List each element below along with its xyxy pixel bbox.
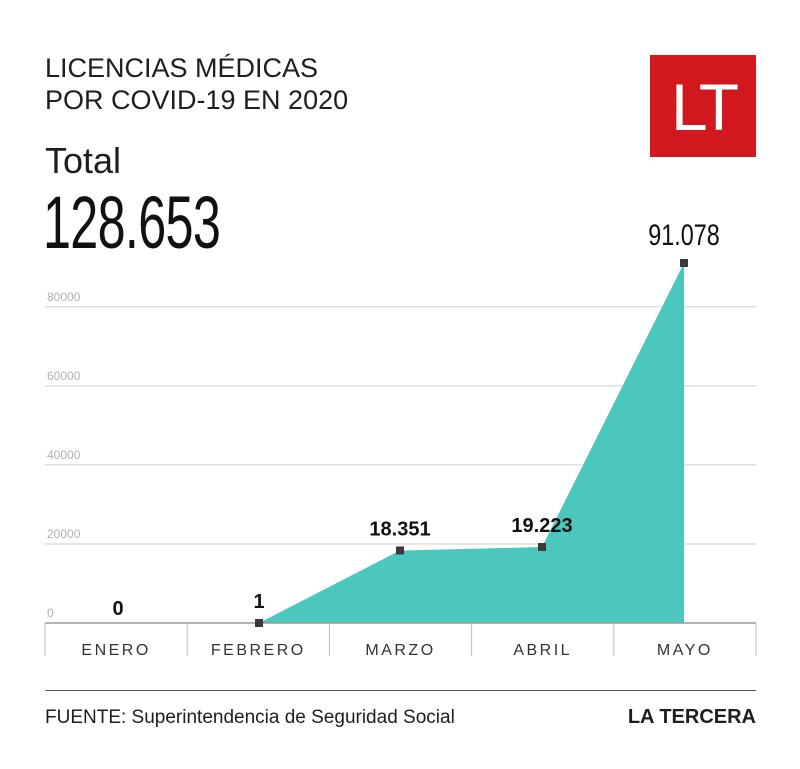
chart-title: LICENCIAS MÉDICAS POR COVID-19 EN 2020 [45, 52, 348, 116]
brand-name: LA TERCERA [627, 706, 756, 728]
total-value: 128.653 [43, 181, 221, 264]
source-note: FUENTE: Superintendencia de Seguridad So… [45, 707, 455, 728]
data-point-marker [396, 546, 404, 555]
data-label: 1 [253, 591, 264, 613]
y-tick-label: 60000 [47, 369, 81, 383]
total-label: Total [45, 140, 122, 181]
y-tick-label: 0 [47, 606, 54, 620]
y-tick-label: 80000 [47, 290, 81, 304]
title-line-1: LICENCIAS MÉDICAS [45, 53, 319, 83]
title-line-2: POR COVID-19 EN 2020 [45, 85, 349, 115]
y-tick-label: 40000 [47, 448, 81, 462]
data-label: 19.223 [511, 515, 572, 537]
data-point-marker [680, 259, 688, 267]
footer-divider [45, 690, 756, 691]
logo-text: LT [670, 70, 739, 144]
data-label: 18.351 [369, 518, 430, 540]
x-tick-label: ENERO [81, 642, 150, 659]
data-point-marker [255, 618, 263, 627]
x-tick-label: MARZO [365, 642, 435, 659]
data-label: 0 [112, 598, 123, 620]
la-tercera-logo: LT [650, 55, 756, 157]
x-tick-label: MAYO [657, 642, 713, 659]
x-tick-label: FEBRERO [211, 642, 306, 659]
data-label: 91.078 [648, 218, 720, 251]
data-point-marker [538, 543, 546, 552]
x-tick-label: ABRIL [513, 642, 572, 659]
y-tick-label: 20000 [47, 527, 81, 541]
area-series [259, 263, 684, 623]
